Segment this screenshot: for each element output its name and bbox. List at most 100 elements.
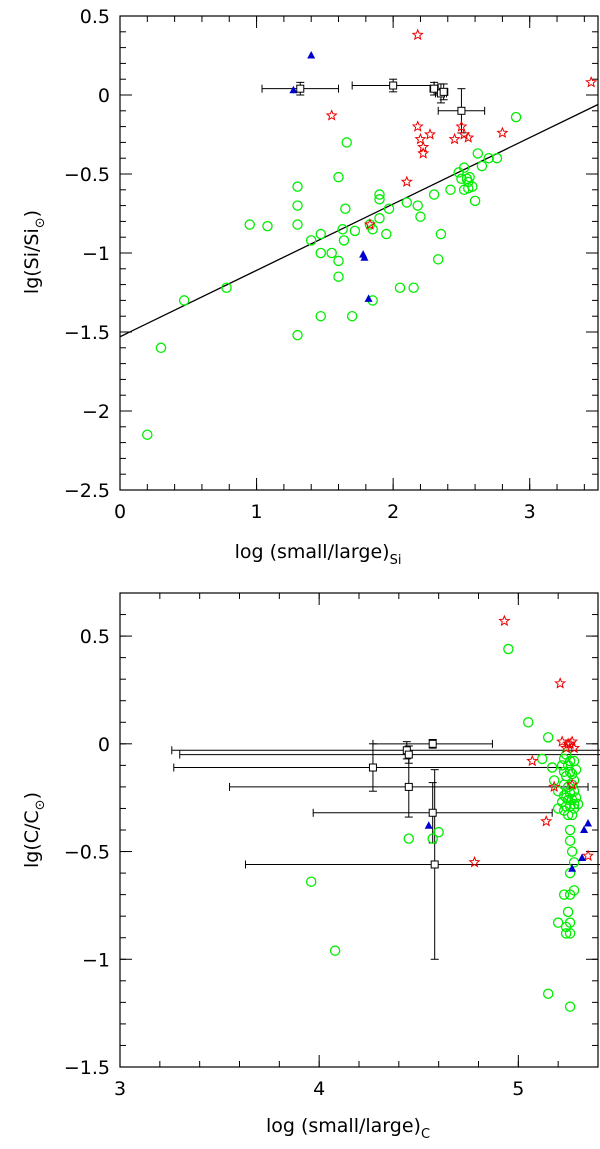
top-circle-point: [428, 189, 440, 200]
top-circle-point: [445, 184, 456, 196]
top-x-ticks: 0 1 2 3: [114, 16, 585, 523]
bottom-square-point: [368, 763, 377, 772]
bottom-circle-point: [329, 945, 341, 956]
bottom-data-points: [305, 614, 595, 1012]
top-circle-point: [510, 111, 522, 123]
bottom-circle-point: [305, 876, 317, 887]
top-circle-point: [394, 282, 406, 294]
bottom-square-point: [430, 860, 439, 869]
top-y-tick-label: −1: [82, 243, 110, 265]
bottom-circle-point: [542, 732, 554, 743]
top-circle-point: [305, 235, 317, 246]
bottom-y-tick-label: 0.5: [80, 626, 110, 648]
top-circle-point: [483, 152, 494, 164]
bottom-star-point: [556, 735, 569, 747]
bottom-star-point: [468, 855, 481, 868]
bottom-star-point: [554, 677, 567, 689]
bottom-circle-point: [536, 753, 548, 765]
top-circle-point: [178, 295, 190, 306]
top-star-point: [414, 132, 427, 145]
bottom-x-tick-label: 4: [313, 1078, 325, 1100]
top-circle-point: [435, 228, 447, 240]
top-y-tick-label: −2: [82, 401, 110, 423]
top-star-point: [411, 120, 424, 132]
bottom-circle-point: [564, 835, 576, 847]
top-star-point: [455, 120, 468, 132]
bottom-circle-point: [564, 824, 576, 836]
bottom-triangle-point: [568, 864, 577, 872]
top-circle-point: [412, 200, 423, 211]
top-circle-point: [374, 189, 385, 200]
top-star-point: [417, 147, 430, 159]
top-circle-point: [292, 200, 303, 211]
bottom-circle-point: [568, 798, 580, 810]
bottom-x-tick-label: 3: [114, 1078, 126, 1100]
bottom-y-tick-label: −1: [82, 949, 110, 971]
top-y-tick-label: −0.5: [64, 164, 110, 186]
bottom-triangle-point: [584, 819, 593, 827]
bottom-triangle-point: [424, 821, 433, 829]
top-square-point: [296, 84, 305, 93]
top-y-tick-label: 0: [98, 85, 110, 107]
bottom-star-point: [566, 735, 579, 747]
bottom-circle-point: [552, 917, 564, 928]
bottom-triangle-point: [578, 853, 587, 862]
bottom-star-point: [582, 849, 595, 861]
top-square-point: [430, 84, 439, 93]
bottom-y-axis-label: lg(C/C⊙): [21, 792, 48, 868]
bottom-circle-point: [564, 766, 576, 778]
top-fit-line: [119, 103, 599, 338]
top-circle-point: [476, 160, 488, 172]
top-x-tick-label: 1: [251, 501, 263, 523]
top-circle-point: [346, 310, 358, 322]
bottom-circle-point: [560, 928, 572, 939]
top-circle-point: [262, 220, 273, 232]
top-square-point: [439, 87, 448, 96]
bottom-error-bars: [171, 739, 600, 960]
bottom-circle-point: [556, 760, 568, 771]
bottom-circle-point: [548, 775, 560, 786]
bottom-circle-point: [568, 885, 580, 896]
bottom-square-point: [428, 739, 437, 748]
top-circle-point: [155, 342, 167, 354]
top-circle-point: [415, 211, 426, 222]
top-circle-point: [464, 171, 475, 183]
bottom-triangle-point: [580, 825, 589, 833]
bottom-square-point: [428, 808, 437, 817]
bottom-circle-point: [403, 833, 415, 844]
top-circle-point: [326, 247, 337, 259]
top-star-point: [411, 28, 424, 41]
top-star-point: [585, 76, 598, 88]
bottom-x-tick-label: 5: [512, 1078, 524, 1100]
bottom-x-ticks: 3 4 5: [114, 593, 599, 1100]
bottom-circle-point: [562, 906, 574, 918]
top-circle-point: [432, 254, 444, 265]
bottom-circle-point: [503, 643, 514, 655]
top-panel: 0 1 2 3 0.5 0 −0.5 −1 −1.5 −2 −2.5 log (small/lar…: [21, 6, 599, 568]
top-square-point: [457, 106, 466, 115]
top-star-point: [496, 126, 509, 139]
top-circle-point: [292, 181, 303, 192]
top-triangle-point: [364, 294, 373, 302]
top-circle-point: [292, 219, 303, 230]
top-circle-point: [333, 255, 344, 267]
bottom-circle-point: [558, 889, 570, 900]
top-circle-point: [381, 228, 392, 240]
bottom-circle-point: [564, 1001, 576, 1012]
bottom-circle-point: [566, 846, 578, 857]
bottom-y-tick-label: 0: [98, 734, 110, 756]
top-square-point: [389, 81, 398, 90]
top-y-tick-label: −1.5: [64, 322, 110, 344]
top-x-tick-label: 3: [524, 501, 536, 523]
top-circle-point: [349, 225, 361, 237]
top-triangle-point: [307, 51, 316, 59]
bottom-circle-point: [570, 792, 582, 803]
top-circle-point: [341, 137, 352, 148]
bottom-star-point: [566, 778, 579, 790]
top-circle-point: [456, 173, 467, 184]
bottom-square-point: [404, 782, 413, 791]
top-star-point: [462, 131, 475, 143]
top-y-axis-label: lg(Si/Si⊙): [21, 210, 48, 294]
top-circle-point: [315, 310, 327, 322]
